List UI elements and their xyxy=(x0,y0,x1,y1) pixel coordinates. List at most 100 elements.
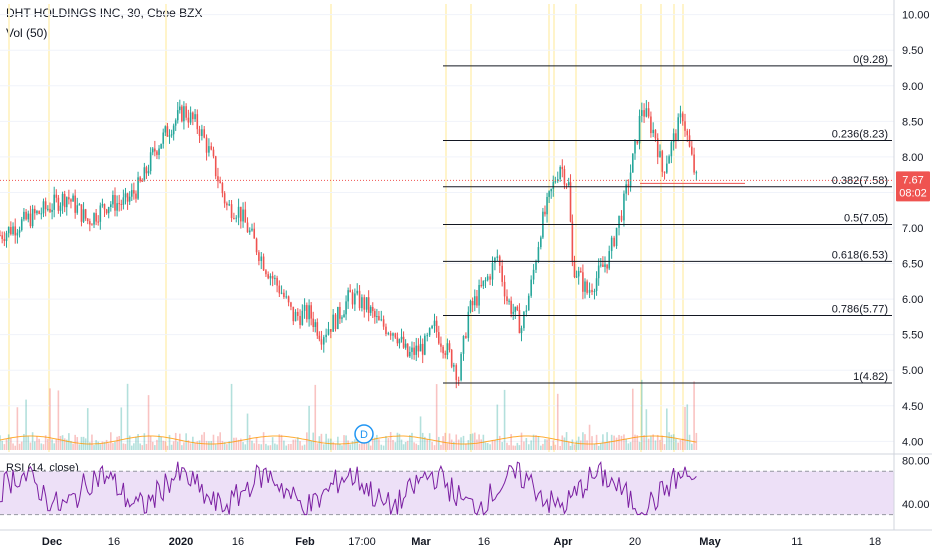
candle-body xyxy=(670,142,673,157)
volume-bar xyxy=(196,441,199,450)
candle-body xyxy=(679,113,682,118)
candle-body xyxy=(530,279,532,296)
candle-body xyxy=(693,154,695,173)
candle-body xyxy=(265,270,267,275)
volume-bar xyxy=(527,444,530,450)
last-price-tag xyxy=(896,171,930,202)
time-axis: Dec 16 2020 16 Feb 17:00 Mar 16 Apr 20 May 11 18 xyxy=(0,529,932,548)
volume-bar xyxy=(154,445,156,450)
volume-bar xyxy=(419,416,422,450)
candle-body xyxy=(271,275,274,279)
candle-body xyxy=(237,206,240,218)
candle-body xyxy=(634,141,636,154)
candle-body xyxy=(246,222,249,233)
candle-body xyxy=(448,343,451,350)
candle-body xyxy=(437,332,440,344)
volume-bar xyxy=(233,437,235,450)
volume-bar xyxy=(417,445,420,450)
candle-body xyxy=(258,252,260,262)
candle-body xyxy=(61,193,64,206)
candle-body xyxy=(455,365,458,381)
candle-body xyxy=(604,264,606,267)
volume-bar xyxy=(446,443,449,450)
rsi-band xyxy=(0,471,894,515)
dividend-marker-icon[interactable] xyxy=(354,424,374,444)
candle-body xyxy=(641,110,643,116)
dividend-marker-label: D xyxy=(360,429,368,441)
price-tick-label: 6.00 xyxy=(902,294,923,306)
volume-bar xyxy=(219,432,221,450)
volume-bar xyxy=(421,432,424,450)
candle-body xyxy=(166,126,169,137)
candle-body xyxy=(18,230,21,233)
candle-body xyxy=(267,274,269,279)
candle-body xyxy=(394,333,397,338)
candle-body xyxy=(95,213,97,222)
volume-bar xyxy=(575,440,578,450)
volume-bar xyxy=(684,406,686,450)
candle-body xyxy=(126,193,129,202)
volume-bar xyxy=(320,433,323,450)
candle-body xyxy=(240,206,242,222)
volume-bar xyxy=(95,440,97,450)
candle-body xyxy=(559,166,561,180)
candle-body xyxy=(156,151,158,155)
candle-body xyxy=(16,232,19,236)
rsi-pane: 40.00 80.00 xyxy=(0,453,932,516)
volume-bar xyxy=(280,434,283,450)
candle-body xyxy=(421,343,424,355)
volume-bar xyxy=(523,441,525,450)
time-tick-label: 16 xyxy=(108,536,120,548)
candle-body xyxy=(575,276,578,278)
candle-body xyxy=(130,190,133,197)
candle-body xyxy=(292,306,295,322)
volume-bar xyxy=(33,441,36,450)
fibonacci-retracement: 0(9.28) 0.236(8.23) 0.382(7.58) 0.5(7.05) 0.… xyxy=(443,54,892,384)
candle-body xyxy=(385,326,387,335)
volume-bar xyxy=(584,434,586,450)
candle-body xyxy=(219,181,221,184)
candle-body xyxy=(411,347,413,352)
candle-body xyxy=(508,300,510,302)
volume-bar xyxy=(426,438,429,450)
volume-bar xyxy=(636,435,639,450)
candle-body xyxy=(51,209,53,212)
volume-bar xyxy=(217,436,219,450)
volume-bar xyxy=(506,442,508,450)
time-tick-label: 2020 xyxy=(169,536,193,548)
volume-bar xyxy=(20,441,23,450)
candle-body xyxy=(672,133,675,143)
candle-body xyxy=(306,305,308,320)
volume-bar xyxy=(156,439,158,450)
volume-bar xyxy=(546,439,548,450)
volume-bar xyxy=(610,434,613,450)
volume-bar xyxy=(378,439,380,450)
volume-bar xyxy=(223,442,226,450)
volume-bar xyxy=(122,443,125,450)
last-price-value: 7.67 xyxy=(902,174,923,186)
candle-body xyxy=(141,180,144,182)
candle-body xyxy=(99,205,102,222)
volume-bar xyxy=(672,434,675,450)
candle-body xyxy=(198,129,201,136)
candle-body xyxy=(537,247,540,262)
candle-body xyxy=(460,353,462,381)
time-tick-label: 11 xyxy=(791,536,802,548)
candle-body xyxy=(450,349,453,367)
candle-body xyxy=(314,322,317,328)
candle-body xyxy=(158,148,160,155)
price-tick-label: 5.00 xyxy=(902,365,923,377)
candle-body xyxy=(675,133,677,142)
candle-body xyxy=(210,146,213,150)
volume-bar xyxy=(389,432,392,450)
candle-body xyxy=(478,285,480,306)
volume-bar xyxy=(189,443,192,450)
candle-body xyxy=(221,183,224,194)
candle-body xyxy=(38,211,40,214)
candle-body xyxy=(253,228,256,239)
candle-body xyxy=(154,148,156,152)
volume-bar xyxy=(287,443,290,450)
volume-bar xyxy=(532,434,535,450)
volume-bar xyxy=(480,439,483,450)
